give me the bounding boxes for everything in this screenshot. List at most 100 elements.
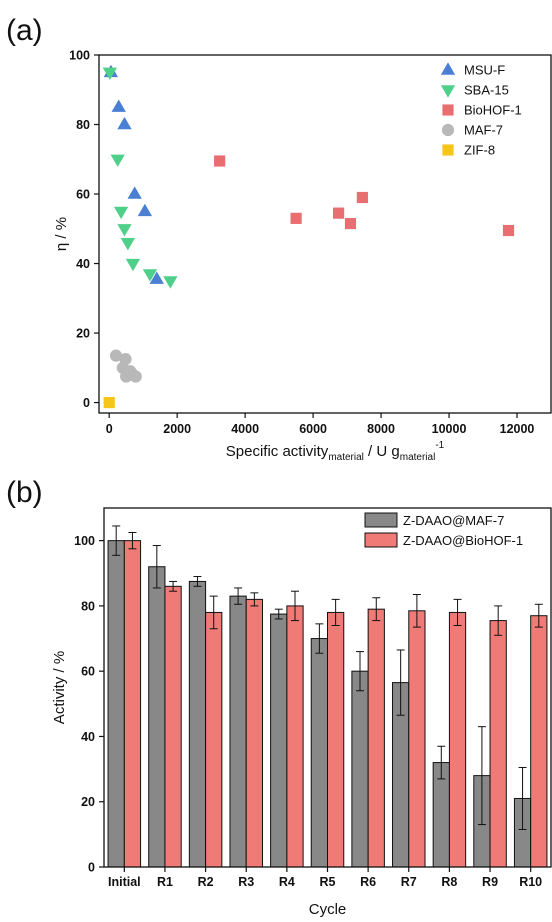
- bar-z-daao-biohof-1: [448, 611, 467, 868]
- plot-frame-a: [98, 54, 552, 414]
- legend-label-b: Z-DAAO@MAF-7: [403, 513, 504, 528]
- bar-z-daao-maf-7: [188, 580, 207, 868]
- legend-label-a: MSU-F: [464, 63, 505, 78]
- scatter-panel: (a) 0 2000 4000 6000 8000 10000 12000 0 20 40 60 8…: [6, 14, 552, 463]
- bar-z-daao-biohof-1: [286, 605, 304, 868]
- point-zif-8: [103, 396, 115, 409]
- bar-z-daao-biohof-1: [205, 611, 223, 868]
- x-tick-label-b: R6: [360, 875, 376, 889]
- point-sba-15: [120, 237, 136, 251]
- point-msu-f: [127, 186, 142, 199]
- x-axis-title-b: Cycle: [309, 901, 347, 918]
- bar-z-daao-biohof-1: [530, 615, 548, 868]
- legend-a: MSU-F SBA-15 BioHOF-1 MAF-7 ZIF-8: [440, 62, 522, 158]
- bar-z-daao-biohof-1: [408, 610, 426, 868]
- point-maf-7: [109, 349, 123, 362]
- legend-marker-a: [440, 62, 456, 75]
- y-tick-label-b: 80: [81, 599, 95, 613]
- x-axis-title-main: Specific activity: [226, 443, 329, 460]
- y-tick-label-a: 40: [76, 257, 90, 271]
- point-biohof-1: [344, 217, 357, 230]
- point-msu-f: [117, 116, 132, 130]
- y-tick-label-b: 0: [88, 861, 95, 875]
- x-tick-label-a: 2000: [163, 422, 191, 436]
- x-tick-label-a: 8000: [367, 422, 395, 436]
- point-msu-f: [111, 99, 126, 112]
- bar-z-daao-maf-7: [229, 595, 247, 868]
- bar-z-daao-biohof-1: [327, 611, 345, 868]
- x-tick-label-a: 0: [106, 422, 113, 436]
- x-tick-label-b: R4: [279, 875, 295, 889]
- y-tick-label-b: 60: [81, 665, 95, 679]
- point-biohof-1: [502, 224, 515, 237]
- x-tick-label-b: Initial: [108, 875, 141, 889]
- bar-z-daao-maf-7: [351, 670, 369, 868]
- point-sba-15: [117, 224, 132, 237]
- x-tick-label-a: 6000: [299, 422, 327, 436]
- legend-swatch-b: [364, 512, 398, 528]
- legend-marker-a: [442, 144, 454, 156]
- y-tick-label-a: 20: [76, 327, 90, 341]
- legend-label-a: ZIF-8: [464, 143, 495, 158]
- bar-z-daao-maf-7: [270, 613, 288, 868]
- panel-label-b: (b): [6, 476, 43, 509]
- point-biohof-1: [356, 191, 368, 204]
- y-tick-label-b: 40: [81, 730, 95, 744]
- point-sba-15: [113, 206, 129, 220]
- y-axis-title-b: Activity / %: [51, 651, 68, 724]
- x-axis-title-mid: / U g: [364, 443, 400, 460]
- point-maf-7: [120, 370, 133, 383]
- x-tick-label-a: 4000: [231, 422, 259, 436]
- x-tick-label-a: 10000: [432, 422, 467, 436]
- bar-z-daao-maf-7: [107, 540, 125, 868]
- y-axis-title-a: η / %: [53, 217, 70, 251]
- point-biohof-1: [214, 155, 226, 167]
- point-maf-7: [129, 370, 142, 383]
- y-tick-label-a: 0: [83, 396, 90, 410]
- legend-marker-a: [441, 123, 455, 137]
- point-sba-15: [110, 154, 125, 167]
- y-tick-label-a: 100: [69, 49, 90, 63]
- legend-label-a: SBA-15: [464, 83, 509, 98]
- y-tick-label-a: 80: [76, 118, 90, 132]
- x-tick-label-b: R8: [441, 875, 457, 889]
- x-tick-label-a: 12000: [500, 422, 535, 436]
- point-msu-f: [137, 203, 153, 217]
- x-axis-title-sub2: material: [400, 452, 436, 463]
- panel-label-a: (a): [6, 14, 43, 47]
- x-tick-label-b: R5: [320, 875, 336, 889]
- y-tick-label-b: 20: [81, 795, 95, 809]
- y-tick-label-a: 60: [76, 188, 90, 202]
- bar-z-daao-biohof-1: [245, 598, 263, 868]
- point-biohof-1: [290, 212, 302, 224]
- legend-label-a: MAF-7: [464, 123, 503, 138]
- bar-z-daao-maf-7: [148, 566, 166, 868]
- point-msu-f: [149, 271, 164, 284]
- point-sba-15: [142, 269, 158, 282]
- point-sba-15: [125, 258, 141, 272]
- legend-label-a: BioHOF-1: [464, 103, 522, 118]
- x-axis-title-a: Specific activitymaterial / U gmaterial-…: [226, 440, 445, 463]
- x-axis-title-sub1: material: [328, 452, 364, 463]
- legend-b: Z-DAAO@MAF-7 Z-DAAO@BioHOF-1: [364, 512, 523, 548]
- x-tick-label-b: R9: [482, 875, 498, 889]
- bar-panel: (b) Initial R1 R2 R3 R4 R5 R6 R7 R8 R9 R10 0 20 40 60…: [6, 476, 552, 918]
- bar-z-daao-biohof-1: [164, 585, 182, 868]
- bar-z-daao-biohof-1: [123, 540, 142, 868]
- legend-marker-a: [442, 104, 454, 116]
- x-tick-label-b: R10: [519, 875, 542, 889]
- x-tick-label-b: R3: [238, 875, 254, 889]
- bar-z-daao-maf-7: [310, 638, 328, 868]
- y-tick-label-b: 100: [74, 534, 95, 548]
- x-tick-label-b: R2: [198, 875, 214, 889]
- x-tick-label-b: R1: [157, 875, 173, 889]
- bar-z-daao-biohof-1: [367, 608, 385, 868]
- legend-swatch-b: [364, 532, 398, 548]
- point-maf-7: [119, 353, 132, 366]
- legend-marker-a: [440, 85, 456, 98]
- x-tick-label-b: R7: [401, 875, 417, 889]
- point-sba-15: [102, 67, 118, 81]
- point-biohof-1: [333, 207, 345, 219]
- point-sba-15: [163, 276, 178, 289]
